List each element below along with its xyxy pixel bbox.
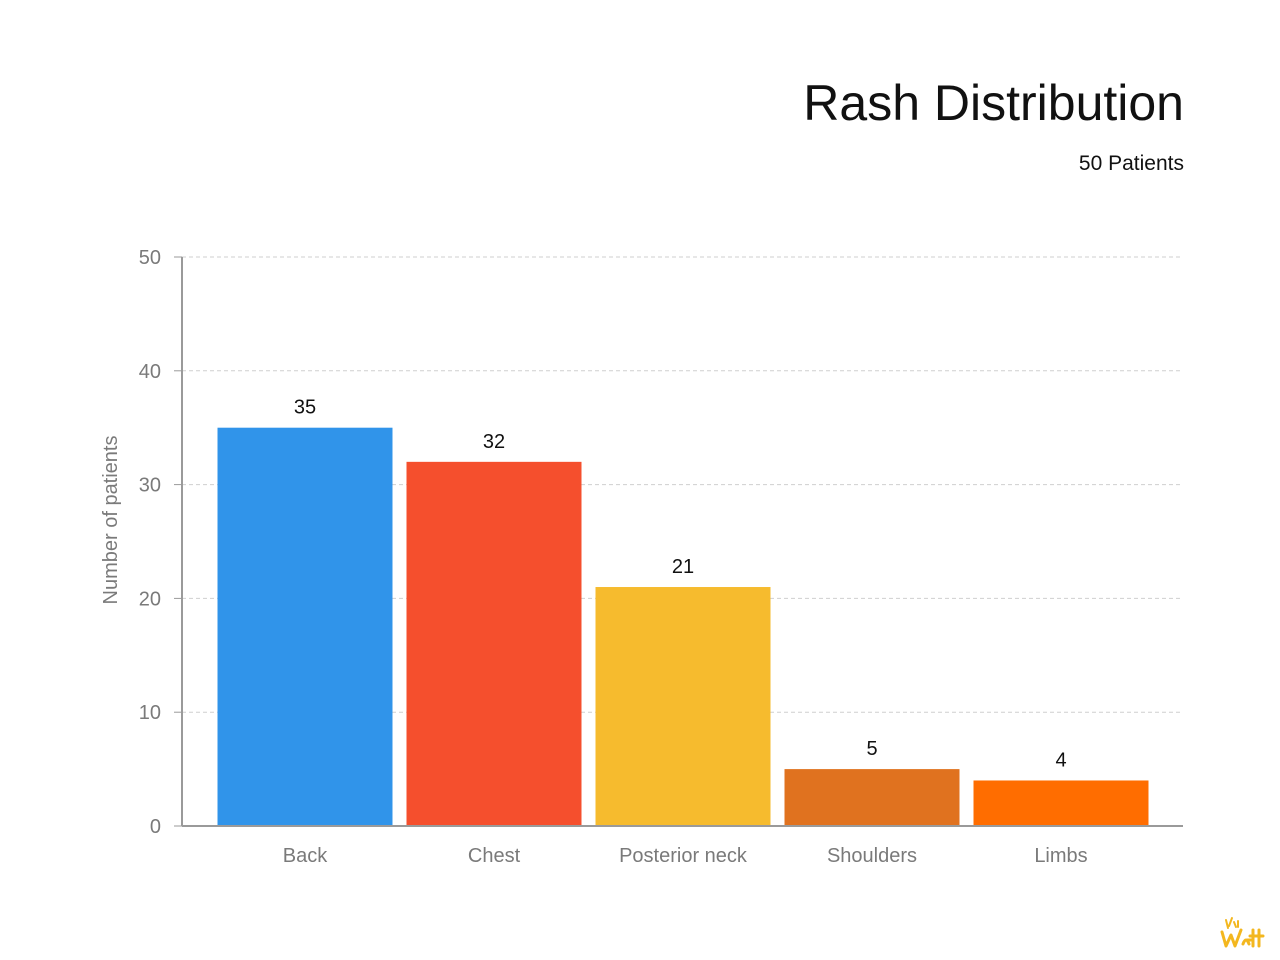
y-tick-label: 40 bbox=[139, 361, 161, 383]
data-label: 21 bbox=[672, 556, 694, 578]
bars bbox=[217, 427, 1149, 826]
x-category-label: Limbs bbox=[1034, 845, 1087, 867]
y-tick-labels: 0 10 20 30 40 50 bbox=[139, 247, 161, 838]
bar-shoulders bbox=[784, 769, 960, 826]
data-label: 32 bbox=[483, 431, 505, 453]
bar-posterior-neck bbox=[595, 587, 771, 826]
chart-title: Rash Distribution bbox=[803, 75, 1184, 131]
x-category-label: Posterior neck bbox=[619, 845, 748, 867]
y-tick-label: 50 bbox=[139, 247, 161, 269]
bar-limbs bbox=[973, 780, 1149, 826]
y-tick-label: 20 bbox=[139, 588, 161, 610]
x-category-labels: Back Chest Posterior neck Shoulders Limbs bbox=[283, 845, 1088, 867]
data-label: 35 bbox=[294, 397, 316, 419]
x-category-label: Chest bbox=[468, 845, 521, 867]
y-axis-title: Number of patients bbox=[100, 436, 122, 605]
y-tick-label: 10 bbox=[139, 702, 161, 724]
y-tick-label: 30 bbox=[139, 475, 161, 497]
x-category-label: Back bbox=[283, 845, 328, 867]
axes bbox=[181, 257, 1183, 827]
brand-logo bbox=[1220, 917, 1265, 948]
x-category-label: Shoulders bbox=[827, 845, 917, 867]
bar-back bbox=[217, 427, 393, 826]
y-tick-label: 0 bbox=[150, 816, 161, 838]
bar-chest bbox=[406, 461, 582, 826]
data-label: 5 bbox=[866, 738, 877, 760]
data-label: 4 bbox=[1055, 749, 1066, 771]
chart-subtitle: 50 Patients bbox=[1078, 152, 1184, 175]
data-labels: 35 32 21 5 4 bbox=[294, 397, 1067, 772]
